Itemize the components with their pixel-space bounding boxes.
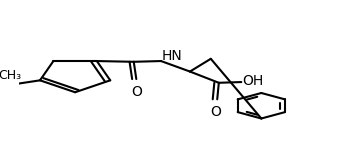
Text: O: O — [131, 85, 142, 99]
Text: O: O — [210, 105, 221, 119]
Text: HN: HN — [162, 49, 183, 63]
Text: OH: OH — [242, 74, 264, 88]
Text: CH₃: CH₃ — [0, 69, 21, 81]
